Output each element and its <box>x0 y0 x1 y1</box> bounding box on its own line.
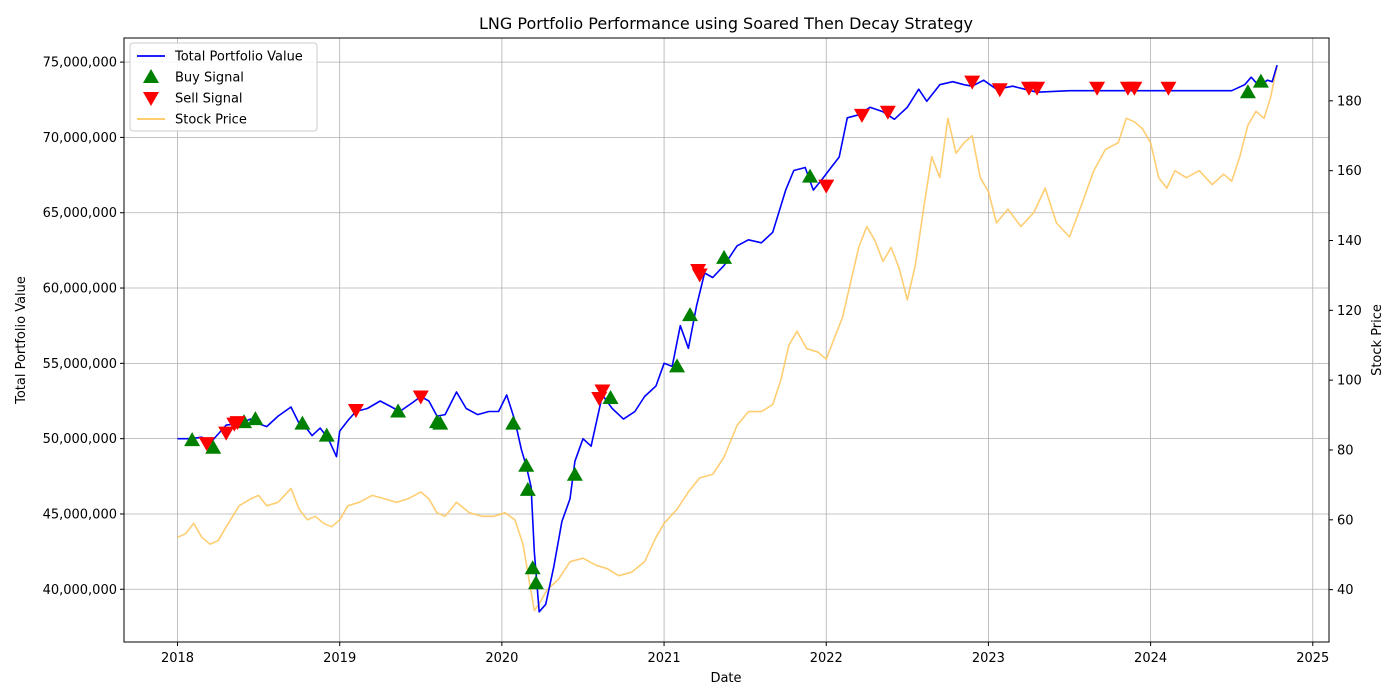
buy-signal-marker <box>518 457 535 472</box>
legend-entry-label: Stock Price <box>175 113 247 128</box>
x-tick-label: 2025 <box>1296 651 1329 666</box>
portfolio-value-line <box>177 64 1278 613</box>
left-axis-label: Total Portfolio Value <box>14 276 29 405</box>
buy-signal-marker <box>519 481 536 496</box>
x-tick-label: 2019 <box>323 651 356 666</box>
right-tick-label: 80 <box>1337 443 1354 458</box>
sell-signal-marker <box>691 268 708 283</box>
sell-signal-marker <box>347 404 364 419</box>
right-axis-label: Stock Price <box>1370 304 1385 376</box>
sell-signal-marker <box>879 105 896 120</box>
left-tick-label: 70,000,000 <box>43 131 117 146</box>
left-tick-label: 75,000,000 <box>43 56 117 71</box>
stock-price-line <box>177 65 1278 612</box>
buy-signal-marker <box>682 307 699 322</box>
buy-signal-marker <box>602 389 619 404</box>
right-axis-ticks: 40 60 80 100 120 140 160 180 <box>1329 94 1362 598</box>
buy-signal-marker <box>1252 73 1269 88</box>
sell-signal-marker <box>1089 81 1106 96</box>
legend-marker-swatch <box>143 92 159 106</box>
sell-signal-marker <box>198 437 215 452</box>
x-tick-label: 2024 <box>1134 651 1167 666</box>
left-axis-ticks: 40,000,000 45,000,000 50,000,000 55,000,000… <box>43 56 124 598</box>
buy-signal-marker <box>716 249 733 264</box>
grid-lines <box>124 38 1329 642</box>
sell-signal-marker <box>1029 81 1046 96</box>
buy-signal-marker <box>247 411 264 426</box>
left-tick-label: 65,000,000 <box>43 206 117 221</box>
sell-signal-marker <box>218 426 235 441</box>
sell-signal-marker <box>1160 81 1177 96</box>
x-tick-label: 2023 <box>972 651 1005 666</box>
left-tick-label: 60,000,000 <box>43 282 117 297</box>
buy-signal-marker <box>184 432 201 447</box>
x-axis-label: Date <box>710 671 741 686</box>
stock-price-layer <box>177 65 1278 612</box>
right-tick-label: 180 <box>1337 94 1362 109</box>
sell-signal-marker <box>1126 81 1143 96</box>
left-tick-label: 55,000,000 <box>43 357 117 372</box>
sell-signal-marker <box>229 416 246 431</box>
buy-signal-marker <box>1239 84 1256 99</box>
x-tick-label: 2018 <box>161 651 194 666</box>
legend-box <box>129 42 318 132</box>
buy-signal-marker <box>669 358 686 373</box>
x-tick-label: 2021 <box>648 651 681 666</box>
right-tick-label: 160 <box>1337 164 1362 179</box>
sell-signal-marker <box>964 75 981 90</box>
x-tick-label: 2022 <box>810 651 843 666</box>
buy-signal-marker <box>802 168 819 183</box>
buy-signal-marker <box>505 415 522 430</box>
left-tick-label: 40,000,000 <box>43 583 117 598</box>
x-tick-label: 2020 <box>485 651 518 666</box>
legend: Total Portfolio Value Buy Signal Sell Sign… <box>129 42 318 132</box>
buy-signal-marker <box>205 439 222 454</box>
legend-entry-label: Buy Signal <box>175 71 244 86</box>
legend-entry-label: Total Portfolio Value <box>174 50 303 65</box>
right-tick-label: 60 <box>1337 513 1354 528</box>
portfolio-value-layer <box>177 64 1278 613</box>
sell-signal-marker <box>594 384 611 399</box>
legend-entry-label: Sell Signal <box>175 92 243 107</box>
buy-signal-marker <box>524 560 541 575</box>
right-tick-label: 40 <box>1337 583 1354 598</box>
sell-signal-marker <box>412 390 429 405</box>
plot-frame <box>123 37 1330 643</box>
sell-signal-marker <box>818 179 835 194</box>
signal-markers <box>184 73 1269 590</box>
chart-title: LNG Portfolio Performance using Soared T… <box>479 14 973 33</box>
buy-signal-marker <box>318 427 335 442</box>
sell-signal-marker <box>991 83 1008 98</box>
buy-signal-marker <box>432 415 449 430</box>
right-tick-label: 140 <box>1337 234 1362 249</box>
left-tick-label: 45,000,000 <box>43 507 117 522</box>
left-tick-label: 50,000,000 <box>43 432 117 447</box>
right-tick-label: 120 <box>1337 304 1362 319</box>
sell-signal-marker <box>853 108 870 123</box>
right-tick-label: 100 <box>1337 374 1362 389</box>
x-axis-ticks: 2018 2019 2020 2021 2022 2023 2024 2025 <box>161 642 1329 666</box>
buy-signal-marker <box>566 466 583 481</box>
buy-signal-marker <box>527 575 544 590</box>
buy-signal-marker <box>390 403 407 418</box>
buy-signal-marker <box>294 415 311 430</box>
legend-marker-swatch <box>143 69 159 83</box>
